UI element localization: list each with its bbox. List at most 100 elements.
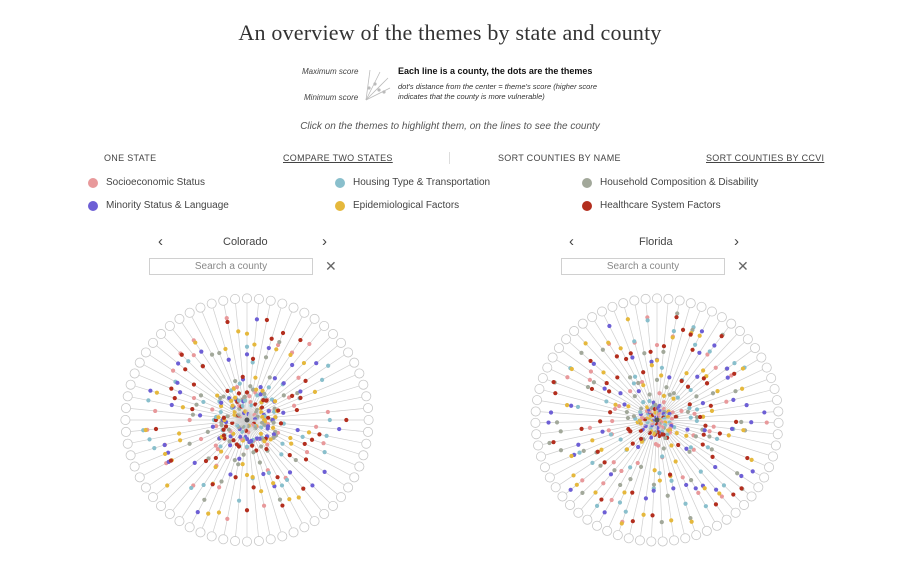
county-line[interactable]	[656, 352, 767, 421]
county-line[interactable]	[125, 419, 248, 461]
county-line[interactable]	[531, 418, 658, 440]
sort-by-ccvi-option[interactable]: SORT COUNTIES BY CCVI	[706, 153, 825, 163]
county-line[interactable]	[534, 383, 658, 422]
county-line[interactable]	[532, 395, 658, 421]
county-line[interactable]	[246, 419, 354, 493]
theme-epidemiological[interactable]: Epidemiological Factors	[335, 200, 459, 211]
county-line[interactable]	[156, 419, 248, 511]
county-line[interactable]	[656, 417, 784, 428]
county-line[interactable]	[246, 419, 310, 533]
theme-socioeconomic[interactable]: Socioeconomic Status	[88, 177, 205, 188]
theme-housing[interactable]: Housing Type & Transportation	[335, 177, 490, 188]
county-line[interactable]	[246, 298, 288, 421]
county-line[interactable]	[134, 357, 248, 421]
county-line[interactable]	[156, 329, 248, 421]
right-prev-state-button[interactable]: ‹	[569, 233, 574, 250]
county-line[interactable]	[246, 293, 264, 421]
sort-by-name-option[interactable]: SORT COUNTIES BY NAME	[498, 153, 621, 163]
county-line[interactable]	[656, 312, 727, 421]
county-line[interactable]	[634, 419, 658, 546]
county-line[interactable]	[125, 379, 248, 421]
county-line[interactable]	[656, 318, 737, 421]
county-line[interactable]	[122, 391, 248, 421]
county-line[interactable]	[206, 419, 248, 542]
county-line[interactable]	[184, 307, 248, 421]
county-line[interactable]	[656, 295, 685, 421]
county-line[interactable]	[582, 419, 658, 525]
county-line[interactable]	[569, 326, 658, 421]
county-line[interactable]	[640, 293, 658, 421]
theme-minority[interactable]: Minority Status & Language	[88, 200, 229, 211]
county-line[interactable]	[656, 293, 674, 421]
county-line[interactable]	[612, 419, 658, 541]
county-line[interactable]	[656, 334, 753, 421]
county-line[interactable]	[140, 347, 248, 421]
county-line[interactable]	[656, 419, 783, 440]
county-line[interactable]	[656, 419, 781, 451]
county-line[interactable]	[656, 419, 712, 536]
county-line[interactable]	[533, 419, 658, 451]
county-line[interactable]	[129, 368, 248, 421]
county-line[interactable]	[246, 419, 374, 437]
right-county-search-input[interactable]	[561, 258, 725, 275]
county-line[interactable]	[174, 313, 248, 421]
county-line[interactable]	[542, 362, 658, 421]
county-line[interactable]	[246, 403, 374, 422]
county-line[interactable]	[246, 419, 372, 449]
county-line[interactable]	[148, 419, 248, 503]
county-line[interactable]	[656, 362, 772, 421]
county-line[interactable]	[246, 295, 276, 421]
county-line[interactable]	[140, 419, 248, 493]
county-line[interactable]	[246, 329, 338, 421]
left-next-state-button[interactable]: ›	[322, 233, 327, 250]
county-line[interactable]	[656, 419, 702, 541]
county-line[interactable]	[656, 343, 761, 421]
county-line[interactable]	[246, 419, 276, 545]
county-line[interactable]	[656, 419, 749, 510]
county-line[interactable]	[246, 419, 299, 538]
theme-healthcare[interactable]: Healthcare System Factors	[582, 200, 721, 211]
county-line[interactable]	[246, 419, 360, 483]
county-line[interactable]	[129, 419, 248, 472]
county-line[interactable]	[134, 419, 248, 483]
county-line[interactable]	[565, 419, 658, 510]
county-line[interactable]	[547, 352, 658, 421]
county-line[interactable]	[246, 419, 369, 461]
county-line[interactable]	[656, 301, 707, 421]
compare-states-option[interactable]: COMPARE TWO STATES	[283, 153, 393, 163]
right-clear-search-icon[interactable]: ✕	[737, 258, 749, 274]
one-state-option[interactable]: ONE STATE	[104, 153, 157, 163]
county-line[interactable]	[655, 419, 691, 544]
county-line[interactable]	[646, 419, 658, 547]
county-line[interactable]	[544, 419, 658, 483]
county-line[interactable]	[241, 420, 252, 547]
county-line[interactable]	[656, 406, 784, 422]
county-line[interactable]	[246, 419, 330, 519]
county-line[interactable]	[246, 337, 346, 421]
county-line[interactable]	[184, 419, 248, 533]
county-line[interactable]	[195, 419, 248, 538]
county-line[interactable]	[536, 419, 658, 462]
county-line[interactable]	[573, 419, 658, 518]
county-line[interactable]	[246, 419, 288, 542]
county-line[interactable]	[656, 306, 717, 421]
county-line[interactable]	[246, 302, 299, 421]
county-line[interactable]	[246, 357, 360, 421]
left-clear-search-icon[interactable]: ✕	[325, 258, 337, 274]
county-line[interactable]	[246, 368, 365, 421]
county-line[interactable]	[230, 293, 248, 421]
county-line[interactable]	[656, 419, 680, 546]
county-line[interactable]	[539, 419, 658, 473]
right-next-state-button[interactable]: ›	[734, 233, 739, 250]
left-county-search-input[interactable]	[149, 258, 313, 275]
county-line[interactable]	[164, 321, 248, 421]
county-line[interactable]	[246, 419, 320, 527]
county-line[interactable]	[246, 321, 330, 421]
colorado-radial-chart[interactable]	[112, 288, 382, 558]
county-line[interactable]	[246, 419, 365, 472]
county-line[interactable]	[120, 415, 247, 426]
county-line[interactable]	[577, 318, 658, 421]
county-line[interactable]	[656, 419, 775, 473]
county-line[interactable]	[120, 419, 248, 437]
county-line[interactable]	[592, 419, 658, 531]
